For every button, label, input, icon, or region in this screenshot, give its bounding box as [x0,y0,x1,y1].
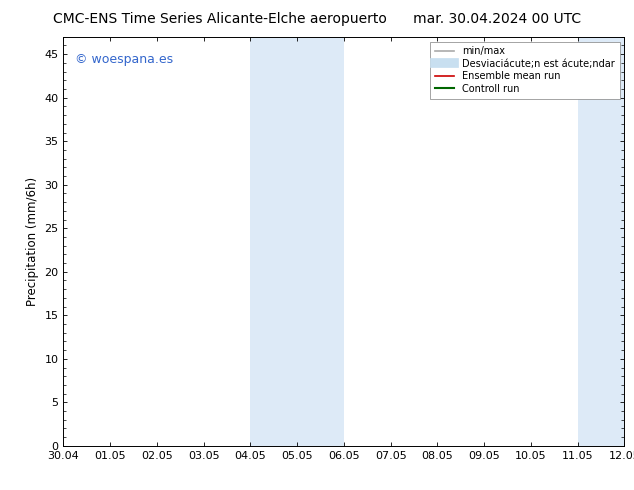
Bar [250,37,344,446]
Bar [578,37,624,446]
Y-axis label: Precipitation (mm/6h): Precipitation (mm/6h) [26,177,39,306]
Legend: min/max, Desviaciácute;n est ácute;ndar, Ensemble mean run, Controll run: min/max, Desviaciácute;n est ácute;ndar,… [430,42,619,98]
Text: CMC-ENS Time Series Alicante-Elche aeropuerto      mar. 30.04.2024 00 UTC: CMC-ENS Time Series Alicante-Elche aerop… [53,12,581,26]
Text: © woespana.es: © woespana.es [75,53,172,66]
